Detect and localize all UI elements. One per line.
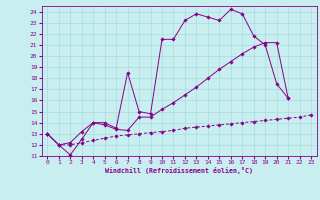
X-axis label: Windchill (Refroidissement éolien,°C): Windchill (Refroidissement éolien,°C) <box>105 167 253 174</box>
